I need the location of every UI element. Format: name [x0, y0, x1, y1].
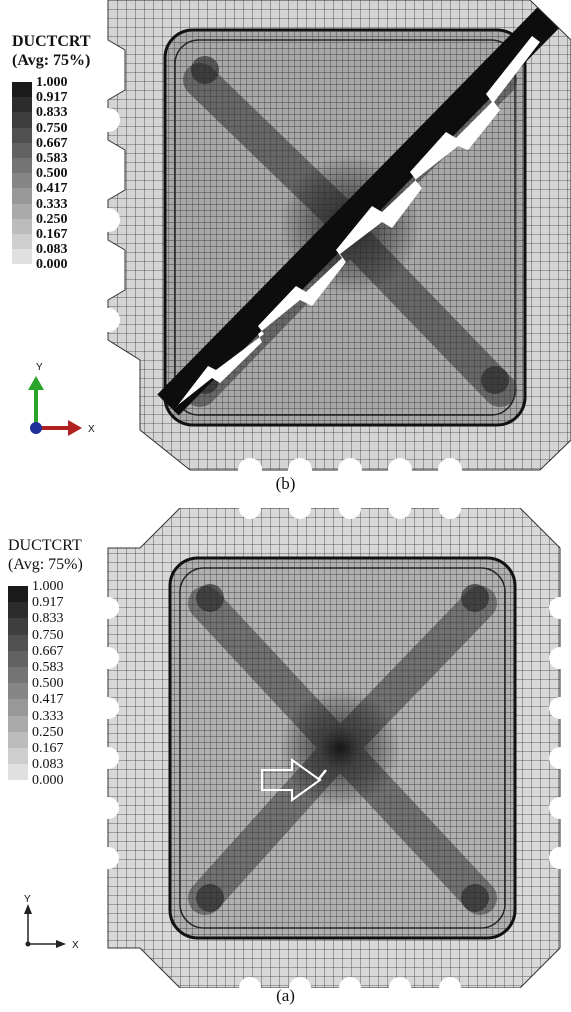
- legend-tick-label: 0.500: [32, 676, 64, 692]
- legend-tick-label: 0.000: [32, 773, 64, 789]
- legend-tick-label: 1.000: [36, 75, 68, 90]
- legend-tick-label: 0.667: [32, 643, 64, 659]
- legend-swatch: [12, 173, 32, 189]
- legend-a: DUCTCRT (Avg: 75%) 1.000 0.917 0.833 0.750 0…: [8, 536, 83, 790]
- legend-swatch: [12, 203, 32, 219]
- legend-swatch: [8, 731, 28, 748]
- fracture-crack-b: [157, 7, 559, 416]
- panel-a: DUCTCRT (Avg: 75%) 1.000 0.917 0.833 0.750 0…: [0, 508, 571, 1012]
- center-hotspot-a: [280, 688, 400, 808]
- panel-b: DUCTCRT (Avg: 75%) 1.000 0.917 0.833 0.750 0…: [0, 0, 571, 498]
- axis-triad-a: Y X: [24, 894, 79, 951]
- legend-tick-label: 0.917: [36, 90, 68, 106]
- color-scale-b: 1.000 0.917 0.833 0.750 0.667 0.583 0.500 0.417…: [12, 76, 91, 276]
- color-scale-a: 1.000 0.917 0.833 0.750 0.667 0.583 0.500 0.417…: [8, 580, 83, 790]
- legend-tick-label: 0.917: [32, 595, 64, 611]
- legend-b: DUCTCRT (Avg: 75%) 1.000 0.917 0.833 0.750 0…: [12, 32, 91, 276]
- mesh-plot-b: [96, 0, 571, 475]
- legend-swatch: [8, 764, 28, 781]
- legend-swatch: [8, 715, 28, 732]
- legend-tick-label: 0.583: [36, 151, 68, 166]
- edge-notches-b: [96, 58, 462, 475]
- legend-tick-label: 0.583: [32, 660, 64, 675]
- legend-swatch: [8, 683, 28, 700]
- legend-tick-label: 0.500: [36, 166, 68, 182]
- axis-triad-b: Y X: [28, 362, 95, 436]
- legend-tick-label: 0.333: [36, 196, 68, 212]
- x-axis-label: X: [88, 424, 95, 435]
- legend-swatch: [12, 112, 32, 128]
- x-axis-label: X: [72, 940, 79, 951]
- legend-swatch: [12, 82, 32, 98]
- legend-tick-label: 0.750: [36, 120, 68, 136]
- legend-swatch: [12, 249, 32, 265]
- y-axis-label: Y: [36, 362, 43, 373]
- edge-notches-a: [97, 508, 571, 988]
- legend-title: DUCTCRT: [8, 537, 82, 554]
- legend-tick-label: 0.250: [32, 724, 64, 740]
- mesh-plot-a: [97, 508, 571, 988]
- y-axis-label: Y: [24, 894, 31, 905]
- legend-swatch: [12, 142, 32, 158]
- legend-tick-label: 0.833: [32, 611, 64, 627]
- legend-title: DUCTCRT: [12, 33, 91, 50]
- legend-swatch: [8, 634, 28, 651]
- legend-swatch: [12, 158, 32, 174]
- caption-b: (b): [275, 474, 296, 493]
- legend-tick-label: 0.667: [36, 135, 68, 151]
- legend-swatch: [8, 699, 28, 716]
- legend-swatch: [12, 218, 32, 234]
- legend-subtitle: (Avg: 75%): [8, 556, 83, 573]
- legend-tick-label: 0.833: [36, 105, 68, 121]
- legend-swatch: [8, 602, 28, 619]
- legend-subtitle: (Avg: 75%): [12, 52, 91, 69]
- legend-tick-label: 1.000: [32, 579, 64, 594]
- legend-tick-label: 0.750: [32, 627, 64, 643]
- legend-tick-label: 0.167: [32, 741, 64, 756]
- legend-tick-label: 0.167: [36, 227, 68, 242]
- legend-swatch: [8, 618, 28, 635]
- legend-tick-label: 0.000: [36, 257, 68, 273]
- legend-swatch: [12, 234, 32, 250]
- legend-swatch: [8, 667, 28, 684]
- legend-tick-label: 0.417: [32, 692, 64, 708]
- legend-swatch: [12, 188, 32, 204]
- legend-swatch: [8, 748, 28, 765]
- legend-tick-label: 0.250: [36, 211, 68, 227]
- crack-arrow: [261, 758, 322, 802]
- legend-tick-label: 0.417: [36, 181, 68, 197]
- legend-tick-label: 0.083: [36, 242, 68, 258]
- legend-tick-label: 0.333: [32, 708, 64, 724]
- legend-swatch: [8, 650, 28, 667]
- legend-swatch: [12, 127, 32, 143]
- caption-a: (a): [276, 986, 295, 1005]
- legend-tick-label: 0.083: [32, 757, 64, 773]
- legend-swatch: [12, 97, 32, 113]
- legend-swatch: [8, 586, 28, 603]
